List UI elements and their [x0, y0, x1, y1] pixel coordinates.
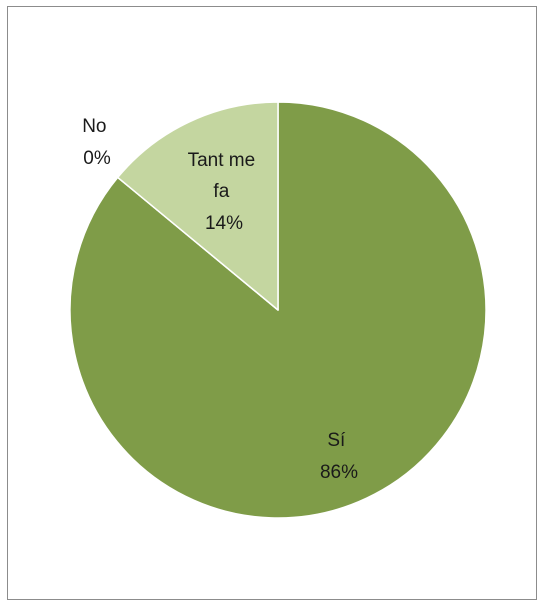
- slice-label-tant-me-fa-value: 14%: [205, 213, 243, 234]
- slice-label-si-name: Sí: [327, 430, 346, 451]
- slice-label-tant-me-fa-name-line2: fa: [213, 181, 229, 202]
- slice-label-si: Sí 86%: [320, 430, 358, 483]
- pie-slice-0: [69, 101, 487, 519]
- slice-label-no: No 0%: [82, 116, 112, 169]
- slice-label-tant-me-fa: Tant me fa 14%: [188, 150, 261, 234]
- slice-label-tant-me-fa-name-line1: Tant me: [188, 150, 256, 171]
- pie-data-labels: Sí 86% No 0% Tant me fa 14%: [82, 116, 358, 483]
- slice-label-si-value: 86%: [320, 462, 358, 483]
- slice-label-no-value: 0%: [83, 148, 111, 169]
- slice-label-no-name: No: [82, 116, 106, 137]
- pie-slice-2: [116, 101, 279, 311]
- pie-slices: [69, 101, 487, 519]
